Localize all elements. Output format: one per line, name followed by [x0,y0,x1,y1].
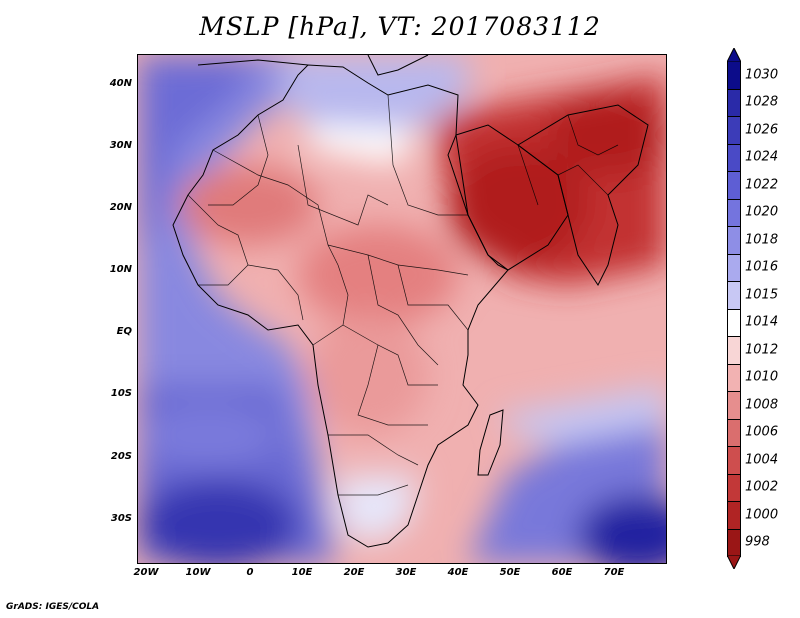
colorbar-top-arrow [727,48,741,62]
colorbar-label: 1028 [745,94,779,110]
lat-label-30n: 30N [109,140,132,151]
colorbar-label: 1014 [745,314,779,330]
colorbar-segment [727,253,741,282]
colorbar-label: 1008 [745,397,779,413]
colorbar-label: 1004 [745,452,779,468]
colorbar-label: 1030 [745,67,779,83]
colorbar-segment [727,501,741,530]
pressure-map [137,54,667,564]
colorbar-segment [727,473,741,502]
lon-label-10e: 10E [291,567,313,578]
country-borders [187,94,619,496]
colorbar-segment [727,446,741,475]
colorbar-label: 1018 [745,232,779,248]
lon-label-70e: 70E [603,567,625,578]
map-title: MSLP [hPa], VT: 2017083112 [199,12,601,41]
colorbar-segment [727,308,741,337]
lon-label-30e: 30E [395,567,417,578]
colorbar-segment [727,281,741,310]
colorbar-label: 1022 [745,177,779,193]
colorbar-label: 1026 [745,122,779,138]
colorbar-label: 1020 [745,204,779,220]
lat-label-20n: 20N [109,202,132,213]
lon-label-40e: 40E [447,567,469,578]
colorbar-label: 1002 [745,479,779,495]
colorbar-segment [727,61,741,90]
lon-label-60e: 60E [551,567,573,578]
colorbar-segment [727,116,741,145]
colorbar-label: 1000 [745,507,779,523]
colorbar-label: 1016 [745,259,779,275]
colorbar-segment [727,528,741,557]
colorbar-bottom-arrow [727,555,741,569]
colorbar-label: 1006 [745,424,779,440]
colorbar-segment [727,418,741,447]
lon-label-50e: 50E [499,567,521,578]
lon-label-20w: 20W [133,567,159,578]
colorbar [727,48,741,569]
coastlines [172,55,649,548]
lat-label-40n: 40N [109,78,132,89]
lat-label-30s: 30S [110,513,132,524]
lat-label-10n: 10N [109,264,132,275]
colorbar-segment [727,198,741,227]
colorbar-label: 1010 [745,369,779,385]
colorbar-label: 1012 [745,342,779,358]
lat-label-20s: 20S [110,451,132,462]
colorbar-segment [727,363,741,392]
colorbar-label: 998 [745,534,770,550]
colorbar-segment [727,143,741,172]
lon-label-20e: 20E [343,567,365,578]
colorbar-segment [727,171,741,200]
pressure-field-svg [138,55,666,563]
pressure-field [138,55,666,563]
lat-label-eq: EQ [116,326,132,337]
colorbar-label: 1024 [745,149,779,165]
colorbar-label: 1015 [745,287,779,303]
colorbar-segment [727,88,741,117]
lon-label-0: 0 [246,567,254,578]
colorbar-segment [727,391,741,420]
grads-credit: GrADS: IGES/COLA [6,602,100,612]
lon-label-10w: 10W [185,567,211,578]
colorbar-segment [727,226,741,255]
lat-label-10s: 10S [110,388,132,399]
colorbar-segment [727,336,741,365]
